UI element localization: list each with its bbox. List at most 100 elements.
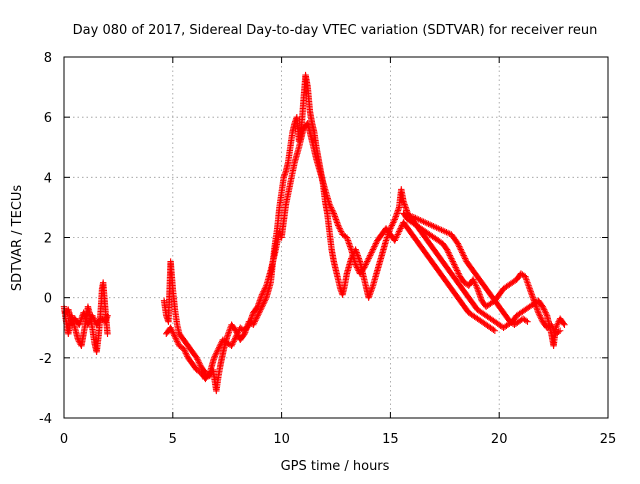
data-point xyxy=(472,280,479,288)
data-point xyxy=(328,205,335,213)
data-point xyxy=(181,348,189,356)
y-axis-label: SDTVAR / TECUs xyxy=(10,185,25,292)
data-point xyxy=(259,289,266,297)
data-point xyxy=(335,223,343,231)
data-point xyxy=(368,249,375,256)
data-point xyxy=(353,262,360,270)
data-point xyxy=(452,264,459,271)
data-point xyxy=(334,222,342,229)
data-point xyxy=(388,222,396,229)
data-point xyxy=(455,241,462,249)
data-point xyxy=(180,345,187,353)
data-point xyxy=(456,244,464,252)
data-point xyxy=(445,250,453,258)
data-point xyxy=(255,311,262,318)
data-point xyxy=(213,350,220,357)
data-point xyxy=(174,339,182,346)
data-point xyxy=(337,228,345,235)
data-point xyxy=(194,357,202,365)
data-point xyxy=(329,208,337,216)
data-point xyxy=(366,252,374,259)
data-point xyxy=(234,329,242,336)
data-point xyxy=(262,283,269,291)
data-point xyxy=(396,226,404,234)
data-point xyxy=(364,256,372,264)
data-point xyxy=(86,318,93,325)
data-point xyxy=(540,306,548,313)
data-point xyxy=(194,356,201,363)
data-point xyxy=(460,252,467,259)
data-point xyxy=(167,324,174,331)
data-point xyxy=(261,285,269,292)
data-point xyxy=(397,225,404,232)
data-point xyxy=(549,324,557,331)
data-point xyxy=(104,312,111,319)
data-point xyxy=(371,241,379,249)
data-point xyxy=(195,359,203,366)
data-point xyxy=(393,232,401,240)
data-point xyxy=(233,332,240,339)
data-point xyxy=(470,277,478,285)
data-point xyxy=(168,327,176,334)
data-point xyxy=(543,311,550,318)
data-point xyxy=(538,315,545,322)
data-point xyxy=(215,345,222,353)
data-point xyxy=(216,344,223,351)
data-point xyxy=(362,261,369,268)
data-point xyxy=(548,323,556,330)
data-point xyxy=(537,314,544,321)
data-point xyxy=(336,225,343,232)
data-point xyxy=(228,342,235,349)
data-point xyxy=(548,321,555,328)
data-point xyxy=(369,247,376,255)
y-tick-label: -2 xyxy=(39,352,52,367)
data-point xyxy=(361,264,368,271)
x-tick-label: 5 xyxy=(169,432,177,447)
data-point xyxy=(450,259,457,267)
data-point xyxy=(395,228,403,235)
data-point xyxy=(229,341,236,348)
x-tick-label: 25 xyxy=(600,432,617,447)
data-point xyxy=(354,265,361,273)
data-point xyxy=(394,231,401,238)
y-tick-label: 4 xyxy=(44,171,52,186)
data-point xyxy=(554,320,562,327)
data-point xyxy=(541,308,549,315)
data-point xyxy=(256,308,264,315)
data-point xyxy=(89,314,97,321)
data-point xyxy=(446,252,454,259)
data-point xyxy=(556,327,564,334)
data-point xyxy=(561,321,568,328)
data-point xyxy=(447,253,454,261)
y-tick-label: -4 xyxy=(39,412,52,427)
data-point xyxy=(390,219,397,226)
data-point xyxy=(337,226,344,234)
data-point xyxy=(90,315,97,322)
data-point xyxy=(231,336,238,343)
x-tick-label: 20 xyxy=(491,432,508,447)
data-point xyxy=(469,276,477,283)
data-point xyxy=(84,321,92,328)
data-point xyxy=(205,370,213,378)
x-tick-label: 10 xyxy=(273,432,290,447)
data-point xyxy=(535,311,543,318)
data-point xyxy=(169,329,176,336)
data-point xyxy=(244,322,252,330)
data-point xyxy=(213,348,221,356)
data-point xyxy=(473,283,480,291)
data-point xyxy=(258,291,266,298)
data-point xyxy=(211,353,219,360)
data-point xyxy=(453,265,460,273)
data-point xyxy=(217,341,224,348)
data-point xyxy=(554,321,561,328)
data-point xyxy=(454,268,462,276)
data-point xyxy=(171,333,179,340)
data-point xyxy=(168,326,175,333)
data-point xyxy=(535,309,542,316)
data-point xyxy=(260,288,267,295)
data-point xyxy=(104,330,111,337)
data-point xyxy=(461,253,468,261)
data-point xyxy=(172,335,179,342)
data-point xyxy=(210,354,218,362)
data-point xyxy=(196,360,203,368)
